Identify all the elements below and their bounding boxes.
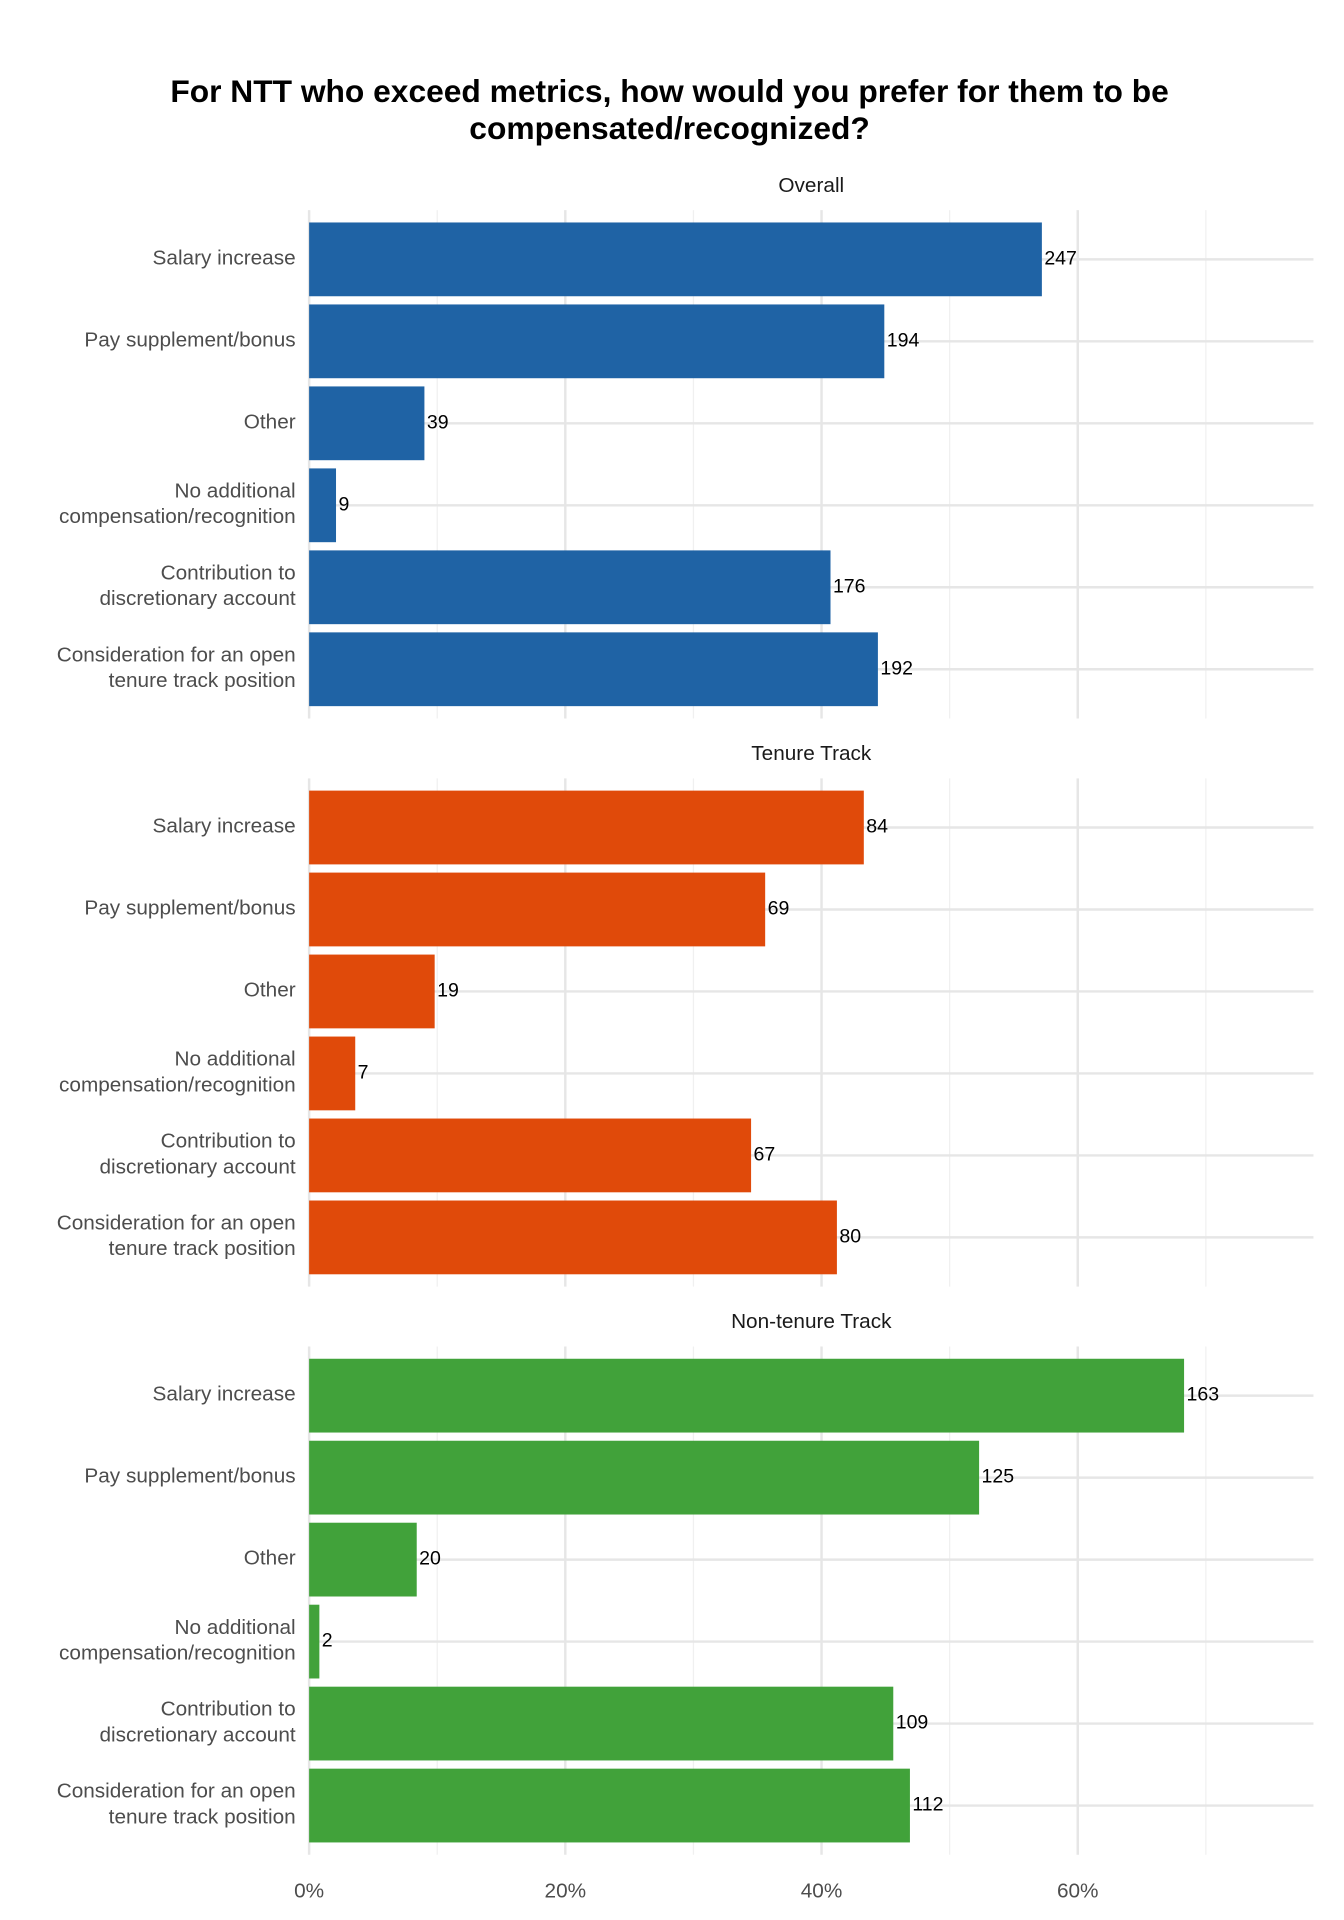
data-label: 194 [887, 329, 920, 351]
bar [309, 304, 885, 379]
panel-title: Tenure Track [751, 743, 872, 766]
chart-title: For NTT who exceed metrics, how would yo… [170, 73, 1168, 146]
bar [309, 1036, 356, 1111]
bar [309, 954, 435, 1029]
y-tick-label: No additional compensation/recognition [59, 480, 296, 529]
bar [309, 1358, 1185, 1433]
data-label: 112 [912, 1794, 943, 1816]
bar [309, 1522, 417, 1597]
bar [309, 468, 337, 543]
bar [309, 222, 1042, 297]
data-label: 19 [437, 980, 459, 1002]
y-tick-label: Pay supplement/bonus [84, 897, 295, 920]
y-tick-label: Contribution to discretionary account [99, 562, 295, 611]
x-tick-label: 20% [545, 1880, 587, 1903]
bar [309, 386, 425, 461]
y-tick-label: No additional compensation/recognition [59, 1616, 296, 1665]
y-tick-label: Salary increase [153, 815, 296, 838]
y-tick-label: No additional compensation/recognition [59, 1048, 296, 1097]
x-tick-label: 0% [294, 1880, 324, 1903]
data-label: 39 [427, 411, 449, 433]
y-tick-label: Other [244, 1547, 296, 1570]
bar [309, 550, 831, 625]
data-label: 109 [896, 1712, 929, 1734]
y-tick-label: Other [244, 411, 296, 434]
data-label: 7 [358, 1062, 369, 1084]
y-tick-label: Consideration for an open tenure track po… [57, 1780, 296, 1829]
bar [309, 632, 878, 707]
data-label: 247 [1044, 248, 1077, 270]
x-tick-label: 40% [801, 1880, 843, 1903]
data-label: 192 [880, 657, 913, 679]
y-tick-label: Consideration for an open tenure track po… [57, 1212, 296, 1261]
x-tick-label: 60% [1057, 1880, 1099, 1903]
data-label: 176 [833, 575, 866, 597]
y-tick-label: Pay supplement/bonus [84, 329, 295, 352]
y-tick-label: Contribution to discretionary account [99, 1130, 295, 1179]
panel-title: Overall [778, 174, 844, 197]
y-tick-label: Contribution to discretionary account [99, 1698, 295, 1747]
bar [309, 790, 864, 865]
bar [309, 1118, 752, 1193]
bar [309, 872, 766, 947]
data-label: 84 [866, 816, 888, 838]
data-label: 2 [322, 1630, 333, 1652]
data-label: 9 [338, 493, 349, 515]
bar [309, 1768, 910, 1843]
data-label: 69 [768, 898, 790, 920]
y-tick-label: Salary increase [153, 247, 296, 270]
bar [309, 1440, 980, 1515]
bar [309, 1604, 320, 1679]
data-label: 125 [982, 1466, 1015, 1488]
bar [309, 1686, 894, 1761]
bar [309, 1200, 837, 1275]
data-label: 67 [754, 1144, 776, 1166]
data-label: 80 [839, 1226, 861, 1248]
y-tick-label: Other [244, 979, 296, 1002]
y-tick-label: Consideration for an open tenure track po… [57, 644, 296, 693]
y-tick-label: Pay supplement/bonus [84, 1465, 295, 1488]
data-label: 163 [1187, 1384, 1220, 1406]
data-label: 20 [419, 1548, 441, 1570]
y-tick-label: Salary increase [153, 1383, 296, 1406]
panel-title: Non-tenure Track [731, 1311, 892, 1334]
